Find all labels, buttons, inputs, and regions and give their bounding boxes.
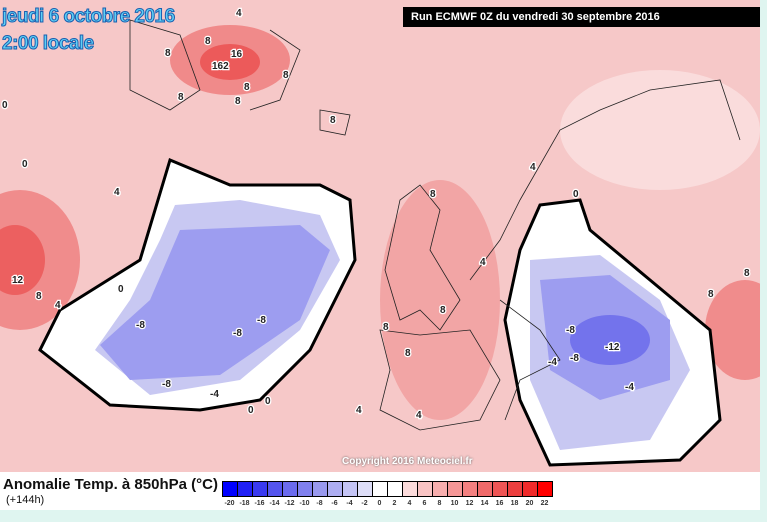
contour-label: 0 xyxy=(22,159,28,170)
coastlines xyxy=(129,19,741,431)
color-scale-swatch xyxy=(298,482,313,496)
color-scale-swatch xyxy=(373,482,388,496)
contour-label: -12 xyxy=(605,342,620,353)
color-scale-tick: -2 xyxy=(361,500,368,507)
contour-label: 0 xyxy=(265,396,271,407)
color-scale-tick: -20 xyxy=(224,500,235,507)
contour-label: 8 xyxy=(744,268,750,279)
color-scale-tick: 4 xyxy=(407,500,412,507)
contour-label: 8 xyxy=(405,348,411,359)
contour-label: 8 xyxy=(244,82,250,93)
legend-title: Anomalie Temp. à 850hPa (°C) xyxy=(3,476,218,493)
color-scale-ticks: -20 -18 -16 -14 -12 -10 -8 -6 -4 -2 0 2 4 6 8 10 12 14 16 1… xyxy=(222,500,552,507)
color-scale-swatch xyxy=(343,482,358,496)
color-scale-swatch xyxy=(223,482,238,496)
contour-label: 4 xyxy=(480,257,486,268)
color-scale-swatch xyxy=(508,482,523,496)
contour-label: 8 xyxy=(283,70,289,81)
contour-label: 4 xyxy=(356,405,362,416)
color-scale-swatch xyxy=(238,482,253,496)
color-scale-tick: 12 xyxy=(465,500,474,507)
model-run-banner: Run ECMWF 0Z du vendredi 30 septembre 20… xyxy=(403,7,760,27)
color-scale-swatch xyxy=(463,482,478,496)
color-scale-tick: 20 xyxy=(525,500,534,507)
contour-label: 8 xyxy=(330,115,336,126)
warm-anomaly-east xyxy=(705,280,760,380)
contour-label: 0 xyxy=(2,100,8,111)
contour-label: 8 xyxy=(36,291,42,302)
color-scale-swatch xyxy=(358,482,373,496)
contour-label: 4 xyxy=(416,410,422,421)
contour-label: -8 xyxy=(233,328,242,339)
color-scale-tick: 6 xyxy=(422,500,427,507)
color-scale-tick: -6 xyxy=(331,500,338,507)
contour-label: 4 xyxy=(236,8,242,19)
color-scale-tick: 2 xyxy=(392,500,397,507)
color-scale-tick: -14 xyxy=(269,500,280,507)
color-scale-tick: 10 xyxy=(450,500,459,507)
forecast-time: 2:00 locale xyxy=(2,33,95,55)
color-scale-swatch xyxy=(253,482,268,496)
color-scale xyxy=(222,481,553,497)
contour-label: -8 xyxy=(257,315,266,326)
color-scale-tick: -18 xyxy=(239,500,250,507)
color-scale-tick: -16 xyxy=(254,500,265,507)
color-scale-swatch xyxy=(268,482,283,496)
copyright: Copyright 2016 Meteociel.fr xyxy=(342,456,473,467)
contour-label: 8 xyxy=(708,289,714,300)
color-scale-swatch xyxy=(388,482,403,496)
color-scale-tick: 8 xyxy=(437,500,442,507)
weather-map: 4 8 8 16 162 8 8 8 8 0 0 4 0 12 8 4 -8 -… xyxy=(0,0,760,472)
contour-label: 4 xyxy=(114,187,120,198)
contour-label: 0 xyxy=(573,189,579,200)
color-scale-tick: -4 xyxy=(346,500,353,507)
color-scale-swatch xyxy=(328,482,343,496)
legend-panel: Anomalie Temp. à 850hPa (°C) (+144h) -20… xyxy=(0,472,760,510)
contour-label: 8 xyxy=(383,322,389,333)
contour-label: 16 xyxy=(231,49,243,60)
contour-label: 8 xyxy=(430,189,436,200)
contour-label: 8 xyxy=(235,96,241,107)
color-scale-tick: -12 xyxy=(284,500,295,507)
color-scale-swatch xyxy=(478,482,493,496)
color-scale-swatch xyxy=(313,482,328,496)
contour-label: 4 xyxy=(530,162,536,173)
color-scale-tick: 14 xyxy=(480,500,489,507)
temperature-anomaly-field: 4 8 8 16 162 8 8 8 8 0 0 4 0 12 8 4 -8 -… xyxy=(0,6,760,467)
color-scale-tick: -8 xyxy=(316,500,323,507)
forecast-date: jeudi 6 octobre 2016 xyxy=(2,6,176,28)
color-scale-swatch xyxy=(403,482,418,496)
contour-label: 0 xyxy=(118,284,124,295)
contour-label: -4 xyxy=(625,382,634,393)
contour-label: 12 xyxy=(12,275,24,286)
color-scale-swatch xyxy=(283,482,298,496)
contour-label: 4 xyxy=(55,300,61,311)
contour-label: 162 xyxy=(212,61,229,72)
contour-label: -4 xyxy=(210,389,219,400)
contour-label: 8 xyxy=(440,305,446,316)
contour-label: -8 xyxy=(566,325,575,336)
contour-label: 8 xyxy=(205,36,211,47)
color-scale-tick: -10 xyxy=(299,500,310,507)
color-scale-swatch xyxy=(433,482,448,496)
color-scale-tick: 22 xyxy=(540,500,549,507)
contour-label: -4 xyxy=(548,357,557,368)
color-scale-swatch xyxy=(538,482,552,496)
contour-label: 0 xyxy=(248,405,254,416)
color-scale-swatch xyxy=(493,482,508,496)
contour-label: -8 xyxy=(162,379,171,390)
color-scale-tick: 18 xyxy=(510,500,519,507)
contour-label: 8 xyxy=(178,92,184,103)
contour-label: -8 xyxy=(570,353,579,364)
legend-lead-time: (+144h) xyxy=(6,494,45,506)
color-scale-swatch xyxy=(418,482,433,496)
contour-label: 8 xyxy=(165,48,171,59)
contour-label: -8 xyxy=(136,320,145,331)
color-scale-tick: 0 xyxy=(377,500,382,507)
color-scale-swatch xyxy=(448,482,463,496)
contour-labels: 4 8 8 16 162 8 8 8 8 0 0 4 0 12 8 4 -8 -… xyxy=(1,7,752,423)
color-scale-tick: 16 xyxy=(495,500,504,507)
color-scale-swatch xyxy=(523,482,538,496)
